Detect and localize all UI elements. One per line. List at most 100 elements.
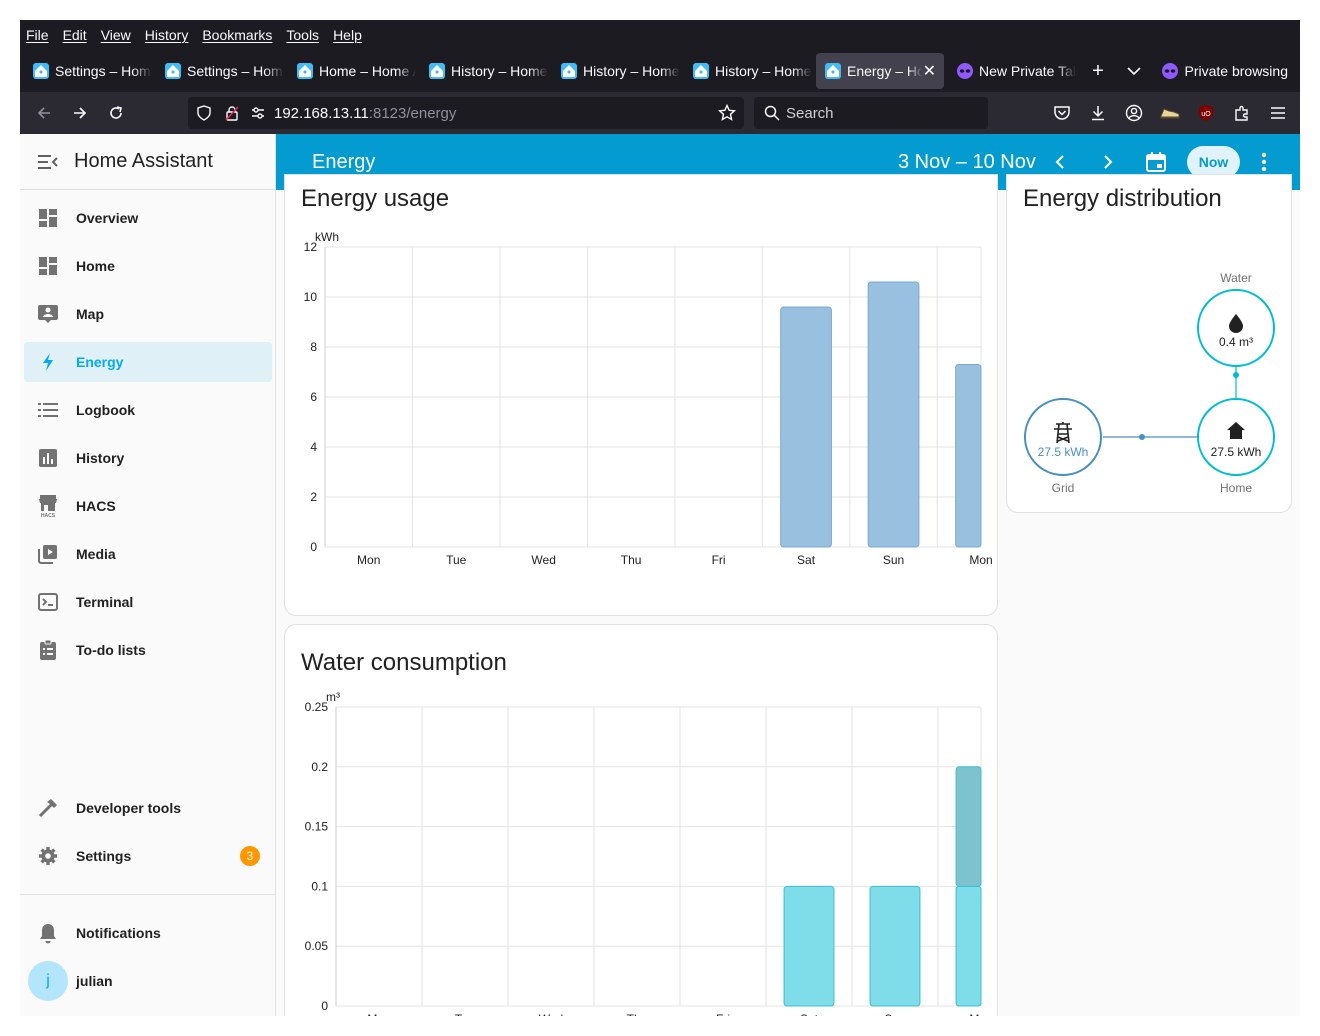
x-tick-label: Mon bbox=[367, 1012, 390, 1016]
sidebar-item-history[interactable]: History bbox=[24, 438, 272, 478]
browser-window: File Edit View History Bookmarks Tools H… bbox=[20, 20, 1300, 1016]
next-period-chevron-icon[interactable] bbox=[1092, 146, 1124, 178]
energy-distribution-diagram: Water 0.4 m³ 27.5 kWh Grid 27.5 kWh Home bbox=[1024, 271, 1275, 495]
sidebar-item-label: History bbox=[76, 450, 125, 466]
sidebar-item-developer-tools[interactable]: Developer tools bbox=[24, 788, 272, 828]
search-placeholder: Search bbox=[786, 104, 834, 122]
sidebar-item-todo-lists[interactable]: To-do lists bbox=[24, 630, 272, 670]
browser-tab[interactable]: Settings – Home Assistant bbox=[156, 53, 284, 89]
extensions-puzzle-icon[interactable] bbox=[1224, 97, 1260, 129]
bar bbox=[783, 885, 835, 1007]
now-button[interactable]: Now bbox=[1187, 146, 1240, 178]
private-browsing-label: Private browsing bbox=[1184, 63, 1289, 79]
bookmark-star-icon[interactable] bbox=[718, 104, 736, 122]
account-icon[interactable] bbox=[1116, 97, 1152, 129]
reload-icon[interactable] bbox=[98, 97, 134, 129]
previous-period-chevron-icon[interactable] bbox=[1044, 146, 1076, 178]
date-range: 3 Nov – 10 Nov bbox=[898, 150, 1036, 173]
sidebar-item-home[interactable]: Home bbox=[24, 246, 272, 286]
bar bbox=[867, 281, 920, 548]
sidebar-item-user[interactable]: j julian bbox=[24, 961, 272, 1001]
water-label: Water bbox=[1220, 271, 1252, 285]
browser-tab[interactable]: New Private Tab bbox=[948, 53, 1076, 89]
sidebar-item-label: HACS bbox=[76, 498, 116, 514]
water-value: 0.4 m³ bbox=[1219, 335, 1253, 349]
insecure-lock-icon[interactable] bbox=[224, 105, 240, 121]
x-tick-label: Tue bbox=[455, 1012, 476, 1016]
menu-file[interactable]: File bbox=[26, 27, 49, 43]
y-tick-label: 6 bbox=[310, 390, 317, 404]
bar bbox=[955, 364, 982, 548]
ublock-origin-icon[interactable]: uO bbox=[1188, 97, 1224, 129]
browser-tab-active[interactable]: Energy – Home Assistant ✕ bbox=[816, 53, 944, 89]
sidebar-item-notifications[interactable]: Notifications bbox=[24, 913, 272, 953]
x-tick-label: Sun bbox=[884, 1012, 905, 1016]
private-mask-icon bbox=[1161, 63, 1178, 79]
y-tick-label: 0.1 bbox=[311, 879, 328, 893]
menu-help[interactable]: Help bbox=[333, 27, 362, 43]
url-bar[interactable]: 192.168.13.11:8123/energy bbox=[188, 97, 744, 129]
y-tick-label: 12 bbox=[304, 240, 318, 254]
water-drop-icon bbox=[1229, 314, 1243, 333]
svg-text:uO: uO bbox=[1201, 111, 1211, 118]
menu-bookmarks[interactable]: Bookmarks bbox=[202, 27, 273, 43]
pocket-icon[interactable] bbox=[1044, 97, 1080, 129]
new-tab-plus-icon[interactable]: + bbox=[1092, 59, 1104, 82]
downloads-icon[interactable] bbox=[1080, 97, 1116, 129]
map-icon bbox=[24, 304, 72, 324]
search-bar[interactable]: Search bbox=[754, 97, 988, 129]
view-dashboard-icon bbox=[24, 256, 72, 276]
sidebar-item-hacs[interactable]: HACS HACS bbox=[24, 486, 272, 526]
bar bbox=[955, 766, 982, 887]
sidebar-item-label: Settings bbox=[76, 848, 132, 864]
calendar-icon[interactable] bbox=[1140, 146, 1172, 178]
sidebar-item-media[interactable]: Media bbox=[24, 534, 272, 574]
browser-tab[interactable]: History – Home Assistant bbox=[420, 53, 548, 89]
menu-history[interactable]: History bbox=[144, 27, 189, 43]
water-flow-dot bbox=[1233, 372, 1239, 378]
permissions-icon[interactable] bbox=[250, 105, 266, 121]
y-tick-label: 2 bbox=[310, 490, 317, 504]
menu-view[interactable]: View bbox=[100, 27, 131, 43]
menu-edit[interactable]: Edit bbox=[62, 27, 87, 43]
sidebar-item-terminal[interactable]: Terminal bbox=[24, 582, 272, 622]
card-title: Energy usage bbox=[301, 185, 450, 212]
home-assistant-favicon-icon bbox=[429, 63, 445, 79]
browser-tab[interactable]: Home – Home Assistant bbox=[288, 53, 416, 89]
tab-label: Energy – Home Assistant bbox=[847, 63, 923, 79]
menu-open-icon[interactable] bbox=[36, 150, 60, 174]
energy-usage-card: Energy usage 0 2 4 6 8 10 12 kWh Mon Tue Wed Thu Fri… bbox=[284, 174, 998, 616]
search-icon bbox=[764, 105, 780, 121]
hamburger-menu-icon[interactable] bbox=[1260, 97, 1296, 129]
extension-sneaker-icon[interactable] bbox=[1152, 97, 1188, 129]
more-vertical-icon[interactable] bbox=[1248, 146, 1280, 178]
home-assistant-favicon-icon bbox=[561, 63, 577, 79]
tab-label: History – Home Assistant bbox=[715, 63, 812, 79]
menu-tools[interactable]: Tools bbox=[286, 27, 320, 43]
browser-tab[interactable]: History – Home Assistant bbox=[684, 53, 812, 89]
grid-value: 27.5 kWh bbox=[1038, 445, 1089, 459]
shield-icon[interactable] bbox=[196, 105, 212, 121]
sidebar-item-map[interactable]: Map bbox=[24, 294, 272, 334]
avatar: j bbox=[28, 961, 68, 1001]
hacs-store-icon: HACS bbox=[24, 494, 72, 518]
energy-distribution-card: Energy distribution Water 0.4 m³ 27.5 kW… bbox=[1006, 174, 1292, 513]
x-tick-label: Tue bbox=[446, 553, 467, 567]
browser-tab[interactable]: Settings – Home Assistant bbox=[24, 53, 152, 89]
close-tab-icon[interactable]: ✕ bbox=[922, 63, 936, 80]
forward-arrow-icon[interactable] bbox=[62, 97, 98, 129]
list-all-tabs-chevron-icon[interactable] bbox=[1116, 63, 1152, 79]
browser-tab[interactable]: History – Home Assistant bbox=[552, 53, 680, 89]
app-title: Home Assistant bbox=[74, 150, 213, 172]
sidebar-item-logbook[interactable]: Logbook bbox=[24, 390, 272, 430]
sidebar-item-overview[interactable]: Overview bbox=[24, 198, 272, 238]
sidebar-item-settings[interactable]: Settings 3 bbox=[24, 836, 272, 876]
sidebar-item-label: To-do lists bbox=[76, 642, 146, 658]
x-tick-label: Sat bbox=[797, 553, 816, 567]
back-arrow-icon[interactable] bbox=[26, 97, 62, 129]
grid-node[interactable] bbox=[1024, 398, 1102, 476]
user-name: julian bbox=[76, 973, 113, 989]
console-icon bbox=[24, 593, 72, 611]
sidebar-item-energy[interactable]: Energy bbox=[24, 342, 272, 382]
